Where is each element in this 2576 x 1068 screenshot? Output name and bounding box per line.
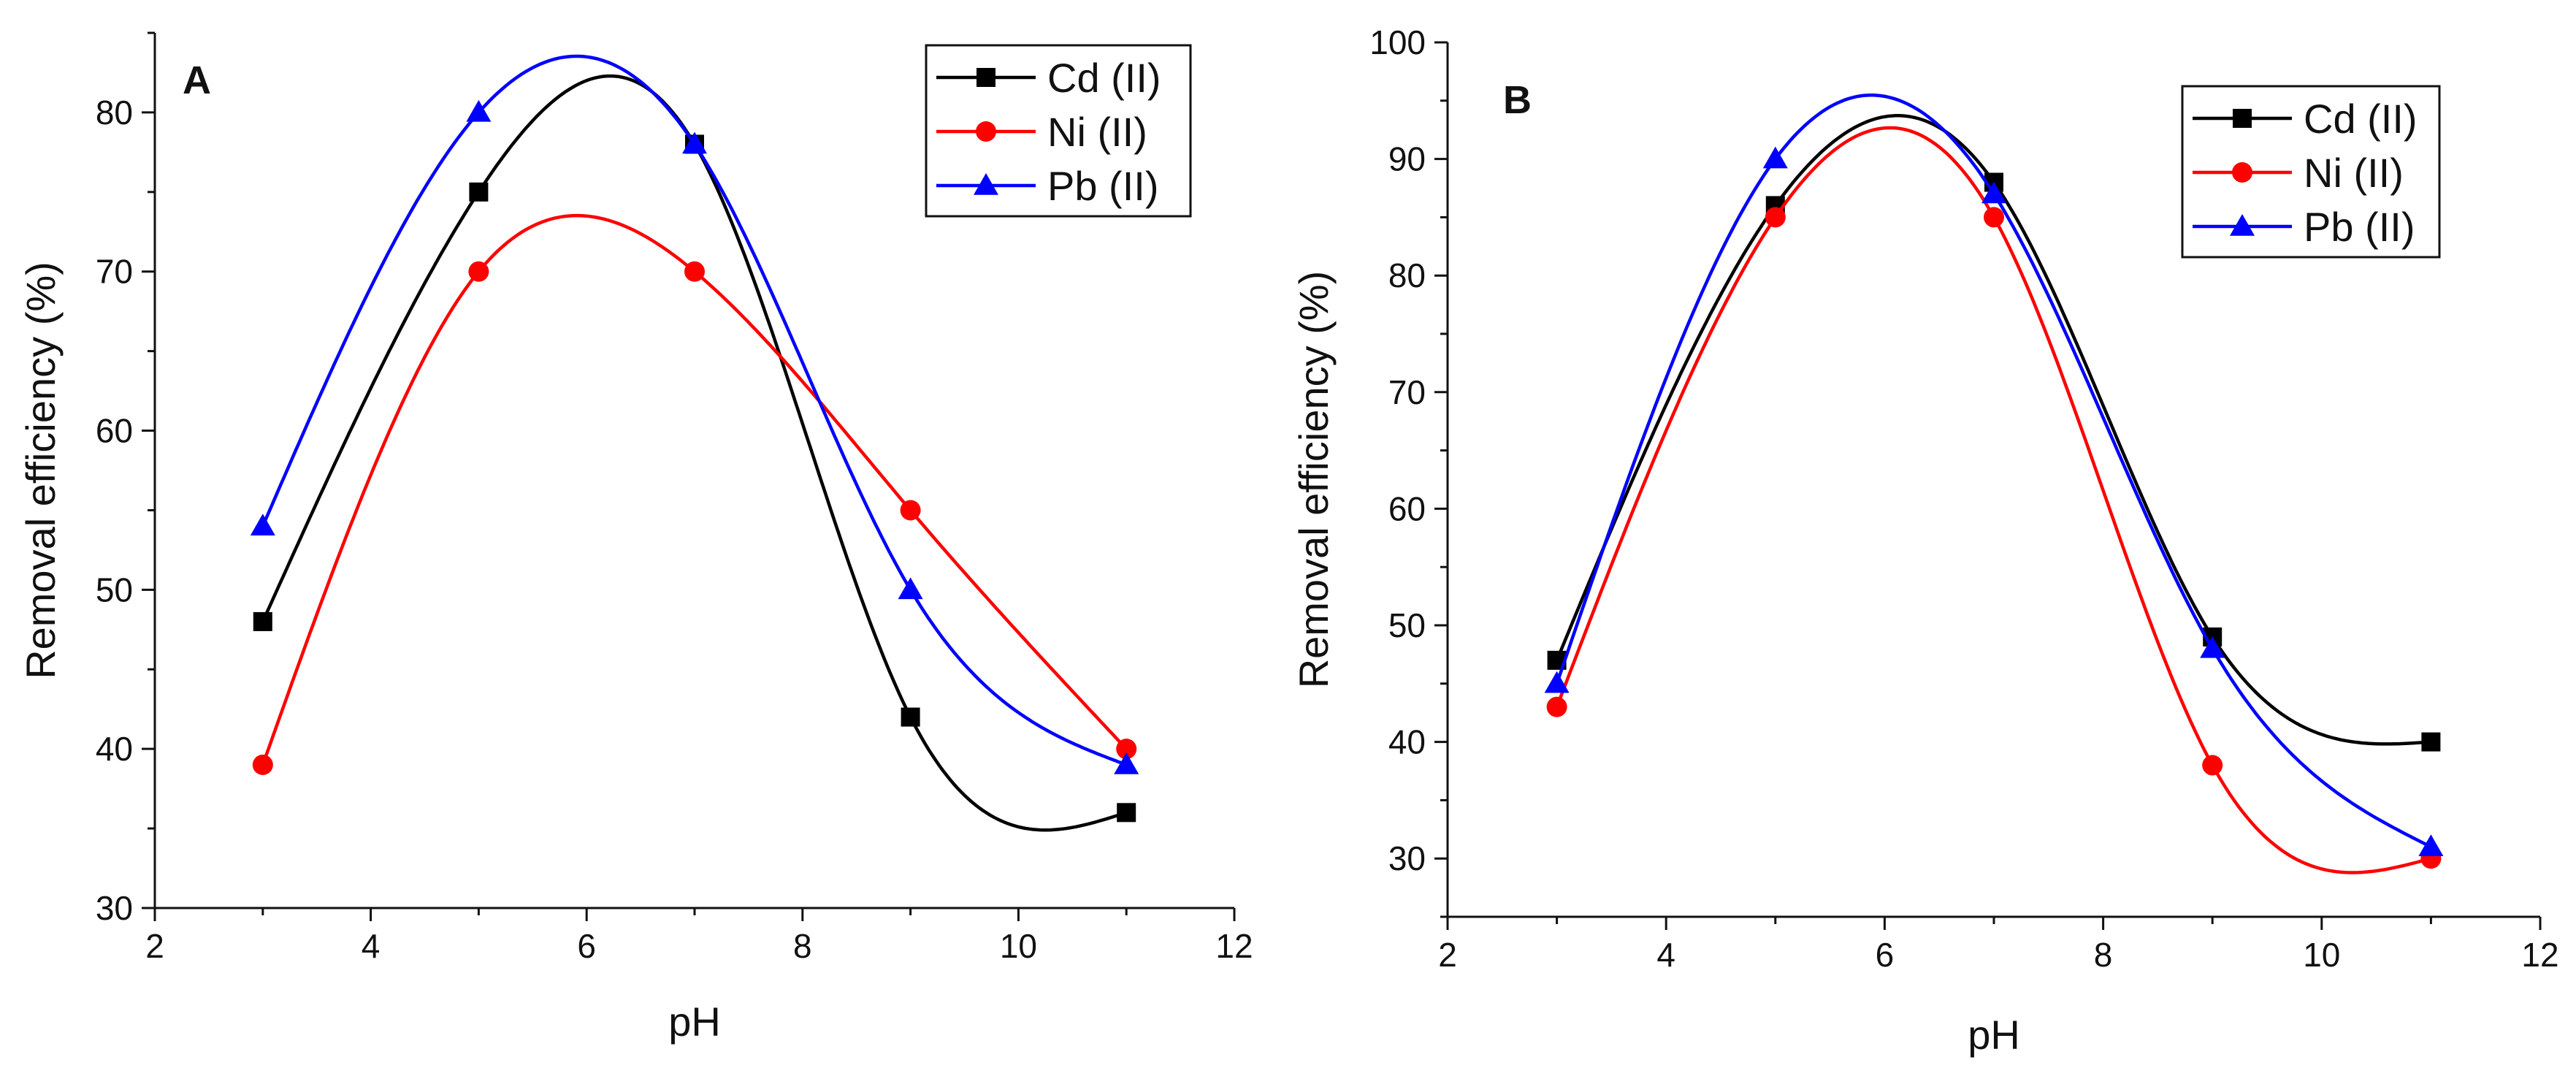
x-tick-label: 4 [1656, 936, 1675, 974]
legend-marker-1 [2232, 162, 2252, 183]
chart-panel-b: 2 4 6 8 10 12 30 40 50 60 70 80 90 100 pH Removal effic… [1291, 23, 2559, 1058]
y-tick-label: 100 [1369, 23, 1426, 61]
data-point-1-2 [684, 261, 705, 282]
legend-label-2: Pb (II) [1047, 163, 1158, 209]
x-tick-label: 8 [793, 927, 812, 965]
y-tick-label: 60 [96, 412, 133, 450]
y-tick-label: 50 [1388, 606, 1426, 644]
y-tick-label: 60 [1388, 489, 1426, 527]
y-tick-label: 40 [1388, 723, 1426, 761]
y-tick-label: 30 [1388, 839, 1426, 877]
data-point-1-3 [900, 500, 921, 521]
legend: Cd (II) Ni (II) Pb (II) [2181, 85, 2441, 259]
data-point-2-2 [1981, 181, 2006, 204]
legend-label-2: Pb (II) [2304, 204, 2415, 250]
legend-label-0: Cd (II) [2304, 96, 2418, 142]
legend-marker-0 [2233, 109, 2252, 128]
x-tick-label: 6 [577, 927, 596, 965]
panel-label: B [1503, 78, 1532, 122]
legend-marker-2 [974, 173, 998, 195]
data-point-2-0 [250, 514, 275, 535]
data-point-2-4 [1114, 752, 1139, 774]
y-tick-label: 90 [1388, 140, 1426, 178]
data-point-2-1 [1762, 146, 1788, 169]
legend-box [925, 44, 1192, 218]
data-point-1-1 [468, 261, 489, 282]
data-point-2-2 [682, 131, 707, 154]
y-tick-label: 40 [96, 730, 133, 768]
data-point-0-0 [253, 611, 272, 631]
y-axis-title: Removal efficiency (%) [18, 262, 64, 679]
x-tick-label: 2 [145, 927, 164, 965]
x-axis-title: pH [668, 999, 721, 1045]
x-tick-label: 12 [1215, 927, 1253, 965]
y-tick-label: 70 [1388, 373, 1426, 411]
x-tick-label: 12 [2521, 936, 2558, 974]
legend-label-0: Cd (II) [1047, 55, 1161, 101]
data-point-0-1 [469, 182, 489, 202]
data-point-0-4 [2421, 732, 2441, 752]
series-line-1 [261, 213, 1128, 766]
data-point-0-4 [1117, 803, 1136, 823]
legend-label-1: Ni (II) [2304, 150, 2404, 196]
y-tick-label: 30 [96, 889, 133, 927]
data-point-1-1 [1765, 207, 1786, 228]
x-tick-label: 8 [2094, 936, 2113, 974]
x-tick-label: 4 [362, 927, 381, 965]
data-point-2-0 [1544, 671, 1570, 693]
y-tick-label: 80 [1388, 256, 1426, 294]
data-point-1-0 [1546, 696, 1567, 717]
legend-marker-0 [976, 68, 995, 87]
x-tick-label: 2 [1438, 936, 1457, 974]
y-tick-label: 80 [96, 94, 133, 131]
legend-marker-1 [976, 121, 996, 142]
legend: Cd (II) Ni (II) Pb (II) [925, 44, 1192, 218]
data-point-2-4 [2418, 834, 2444, 856]
data-point-2-1 [466, 99, 492, 122]
data-point-1-3 [2202, 755, 2223, 776]
data-point-0-3 [901, 707, 920, 727]
data-point-1-0 [252, 754, 273, 775]
data-point-2-3 [2200, 636, 2225, 658]
legend-label-1: Ni (II) [1047, 109, 1147, 155]
chart-panel-a: 2 4 6 8 10 12 30 40 50 60 70 80 pH Removal efficiency… [18, 31, 1253, 1045]
panel-label: A [183, 58, 211, 102]
x-tick-label: 10 [1000, 927, 1037, 965]
x-axis-title: pH [1968, 1012, 2020, 1058]
x-tick-label: 10 [2303, 936, 2340, 974]
data-point-1-4 [1116, 739, 1137, 760]
y-tick-label: 50 [96, 571, 133, 609]
data-point-2-3 [898, 577, 923, 600]
y-axis-title: Removal efficiency (%) [1291, 271, 1337, 689]
legend-marker-2 [2230, 214, 2255, 236]
y-tick-label: 70 [96, 253, 133, 291]
x-tick-label: 6 [1876, 936, 1895, 974]
data-point-1-2 [1984, 207, 2004, 228]
